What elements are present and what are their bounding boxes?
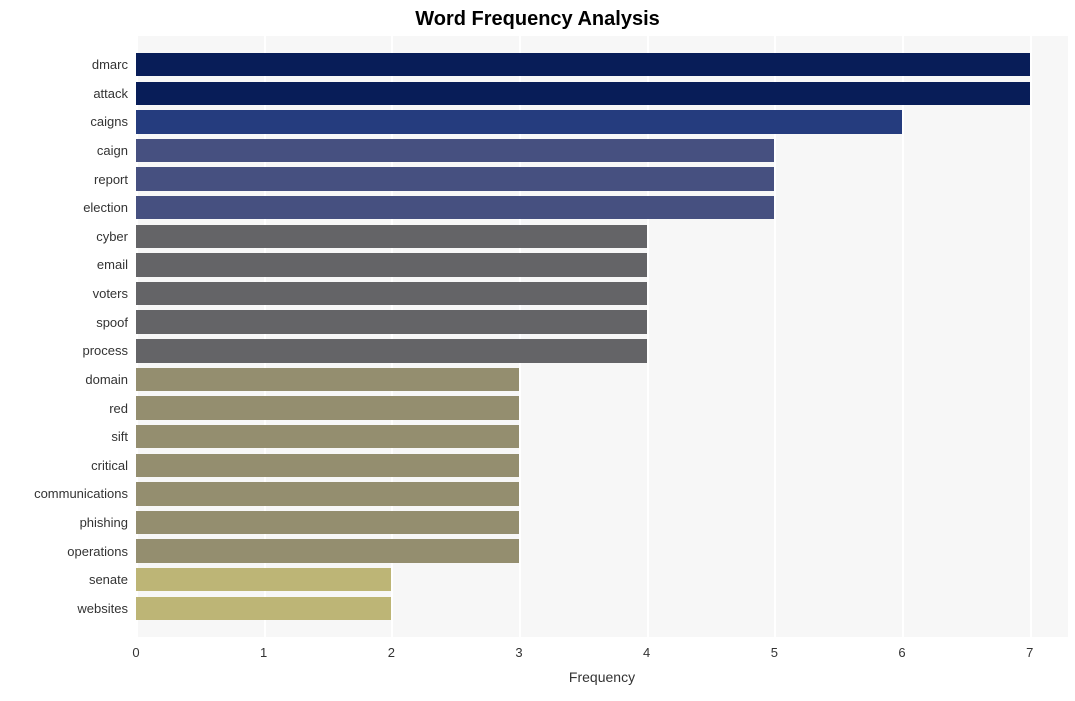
bar — [136, 310, 647, 333]
bar — [136, 425, 519, 448]
bar — [136, 282, 647, 305]
y-axis-label: red — [0, 401, 128, 416]
x-tick-label: 1 — [244, 645, 284, 660]
grid-line — [1030, 36, 1032, 637]
x-tick-label: 2 — [371, 645, 411, 660]
y-axis-label: caign — [0, 143, 128, 158]
y-axis-label: report — [0, 172, 128, 187]
y-axis-label: election — [0, 200, 128, 215]
y-axis-label: critical — [0, 458, 128, 473]
bar — [136, 339, 647, 362]
bar — [136, 396, 519, 419]
x-axis-title: Frequency — [136, 669, 1068, 685]
bar — [136, 253, 647, 276]
y-axis-label: spoof — [0, 315, 128, 330]
y-axis-label: communications — [0, 486, 128, 501]
bar — [136, 368, 519, 391]
y-axis-label: senate — [0, 572, 128, 587]
y-axis-label: process — [0, 343, 128, 358]
bar — [136, 225, 647, 248]
x-tick-label: 4 — [627, 645, 667, 660]
bar — [136, 454, 519, 477]
grid-line — [902, 36, 904, 637]
y-axis-label: caigns — [0, 114, 128, 129]
bar — [136, 196, 774, 219]
word-frequency-chart: Word Frequency Analysis Frequency 0 1 2 3 4 5… — [0, 0, 1075, 701]
y-axis-label: sift — [0, 429, 128, 444]
x-tick-label: 5 — [754, 645, 794, 660]
bar — [136, 139, 774, 162]
y-axis-label: attack — [0, 86, 128, 101]
x-tick-label: 6 — [882, 645, 922, 660]
bar — [136, 482, 519, 505]
bar — [136, 597, 391, 620]
bar — [136, 539, 519, 562]
y-axis-label: domain — [0, 372, 128, 387]
bar — [136, 167, 774, 190]
y-axis-label: websites — [0, 601, 128, 616]
bar — [136, 53, 1030, 76]
x-tick-label: 7 — [1010, 645, 1050, 660]
y-axis-label: operations — [0, 544, 128, 559]
y-axis-label: dmarc — [0, 57, 128, 72]
x-tick-label: 0 — [116, 645, 156, 660]
bar — [136, 82, 1030, 105]
y-axis-label: cyber — [0, 229, 128, 244]
y-axis-label: voters — [0, 286, 128, 301]
x-tick-label: 3 — [499, 645, 539, 660]
bar — [136, 110, 902, 133]
bar — [136, 511, 519, 534]
chart-title: Word Frequency Analysis — [0, 8, 1075, 31]
bar — [136, 568, 391, 591]
y-axis-label: phishing — [0, 515, 128, 530]
plot-area — [136, 36, 1068, 637]
y-axis-label: email — [0, 257, 128, 272]
